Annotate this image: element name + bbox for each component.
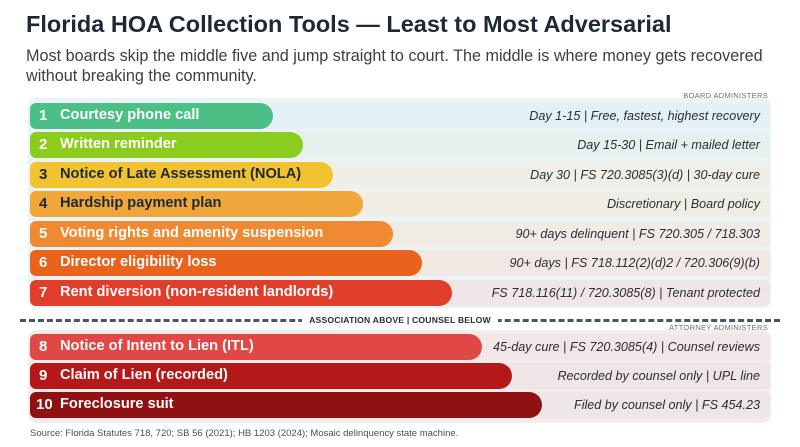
bar-detail: Day 30 | FS 720.3085(3)(d) | 30-day cure <box>530 168 760 182</box>
bar <box>30 392 542 418</box>
bar <box>30 221 393 247</box>
chart-subtitle: Most boards skip the middle five and jum… <box>26 47 763 85</box>
bar-label: Foreclosure suit <box>60 396 174 412</box>
bar <box>30 191 363 217</box>
bar-row: 2 Written reminder Day 15-30 | Email + mai… <box>30 132 770 158</box>
bar <box>30 132 303 158</box>
step-number: 6 <box>39 254 48 271</box>
bar-label: Notice of Late Assessment (NOLA) <box>60 166 302 182</box>
bar <box>30 363 513 389</box>
bar <box>30 250 423 276</box>
step-number: 2 <box>39 136 48 153</box>
bar-row: 4 Hardship payment plan Discretionary | Bo… <box>30 191 770 217</box>
bar-row: 3 Notice of Late Assessment (NOLA) Day 30 … <box>30 162 770 188</box>
step-number: 10 <box>36 396 53 413</box>
bar <box>30 162 333 188</box>
bar-detail: Recorded by counsel only | UPL line <box>557 369 760 383</box>
step-number: 5 <box>39 225 48 242</box>
bar-detail: Discretionary | Board policy <box>606 197 760 211</box>
bar-detail: FS 718.116(11) / 720.3085(8) | Tenant pr… <box>491 286 760 300</box>
bar-detail: 90+ days delinquent | FS 720.305 / 718.3… <box>515 227 761 241</box>
bar-detail: 90+ days | FS 718.112(2)(d)2 / 720.306(9… <box>509 256 760 270</box>
bar-row: 9 Claim of Lien (recorded) Recorded by cou… <box>30 363 770 389</box>
board-group-label: BOARD ADMINISTERS <box>683 91 768 100</box>
step-number: 7 <box>39 284 48 301</box>
step-number: 9 <box>39 367 48 384</box>
bar <box>30 103 273 129</box>
attorney-group-label: ATTORNEY ADMINISTERS <box>669 323 768 332</box>
source-note: Source: Florida Statutes 718, 720; SB 56… <box>30 428 459 439</box>
step-number: 4 <box>39 195 48 212</box>
bar-label: Voting rights and amenity suspension <box>60 225 324 241</box>
bar-label: Rent diversion (non-resident landlords) <box>60 284 334 300</box>
bar-detail: Day 1-15 | Free, fastest, highest recove… <box>529 109 760 123</box>
bar <box>30 334 483 360</box>
bar-row: 1 Courtesy phone call Day 1-15 | Free, fas… <box>30 103 770 129</box>
step-number: 3 <box>39 166 48 183</box>
bar-label: Courtesy phone call <box>60 107 200 123</box>
step-number: 8 <box>39 338 48 355</box>
bar-detail: 45-day cure | FS 720.3085(4) | Counsel r… <box>493 340 760 354</box>
bar-label: Notice of Intent to Lien (ITL) <box>60 338 254 354</box>
chart-title: Florida HOA Collection Tools — Least to … <box>26 11 672 37</box>
bar-label: Hardship payment plan <box>60 195 222 211</box>
bar-row: 10 Foreclosure suit Filed by counsel only … <box>30 392 770 418</box>
step-number: 1 <box>39 107 48 124</box>
bar <box>30 280 453 306</box>
bar-row: 5 Voting rights and amenity suspension 90+… <box>30 221 770 247</box>
bar-label: Claim of Lien (recorded) <box>60 367 228 383</box>
bar-row: 6 Director eligibility loss 90+ days | FS … <box>30 250 770 276</box>
bar-detail: Day 15-30 | Email + mailed letter <box>577 138 760 152</box>
divider-label: ASSOCIATION ABOVE | COUNSEL BELOW <box>302 313 498 327</box>
bar-label: Director eligibility loss <box>60 254 217 270</box>
bar-row: 7 Rent diversion (non-resident landlords)… <box>30 280 770 306</box>
bar-detail: Filed by counsel only | FS 454.23 <box>574 398 760 412</box>
bar-label: Written reminder <box>60 136 177 152</box>
bar-row: 8 Notice of Intent to Lien (ITL) 45-day cu… <box>30 334 770 360</box>
